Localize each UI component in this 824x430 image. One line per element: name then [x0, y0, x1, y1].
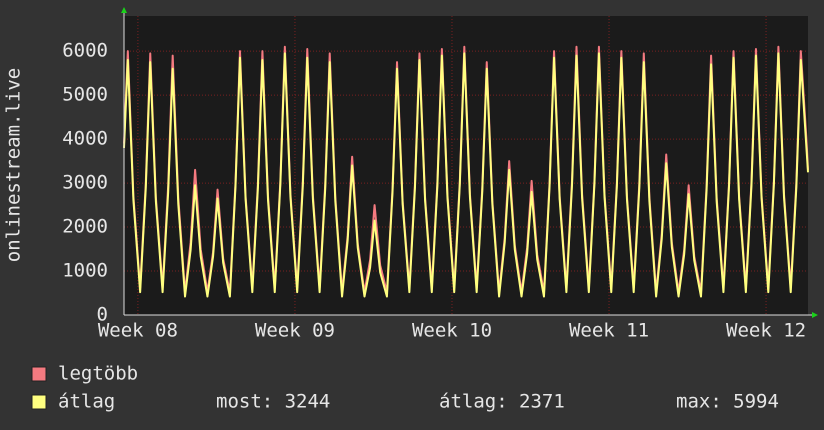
legend-swatch: [31, 366, 47, 382]
axis-arrow: [121, 7, 127, 13]
legend-label: átlag: [58, 391, 115, 413]
series-line: [123, 52, 809, 298]
y-tick-label: 4000: [62, 128, 108, 150]
y-tick-label: 5000: [62, 84, 108, 106]
legend-label: legtöbb: [58, 363, 138, 385]
y-tick-label: 1000: [62, 260, 108, 282]
x-tick-label: Week 09: [255, 320, 335, 342]
x-tick-label: Week 12: [726, 320, 806, 342]
stat-label: most:: [216, 391, 273, 413]
stat-label: átlag:: [439, 391, 508, 413]
stat-value: 2371: [519, 391, 565, 413]
legend-swatch: [31, 394, 47, 410]
y-tick-label: 3000: [62, 172, 108, 194]
y-tick-label: 6000: [62, 40, 108, 62]
stat-value: 3244: [285, 391, 331, 413]
y-tick-label: 2000: [62, 216, 108, 238]
x-tick-label: Week 08: [98, 320, 178, 342]
plot-area: [124, 16, 808, 315]
y-axis-title: onlinestream.live: [3, 68, 25, 262]
stat-label: max:: [676, 391, 722, 413]
axis-arrow: [812, 312, 818, 318]
stat-value: 5994: [733, 391, 779, 413]
y-tick-label: 0: [97, 304, 108, 326]
x-tick-label: Week 11: [569, 320, 649, 342]
x-tick-label: Week 10: [412, 320, 492, 342]
